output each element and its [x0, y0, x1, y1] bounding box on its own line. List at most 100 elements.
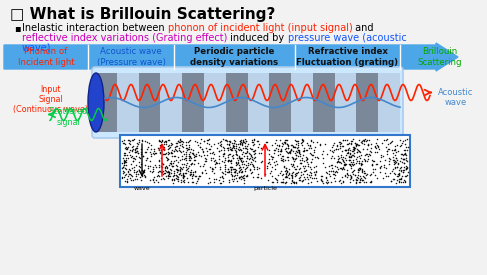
Point [218, 174, 226, 179]
Point [150, 147, 158, 151]
Point [132, 169, 140, 174]
Point [387, 178, 395, 183]
Point [356, 166, 363, 170]
Point [150, 179, 158, 184]
Point [350, 148, 358, 152]
Point [310, 148, 318, 152]
Point [391, 166, 399, 170]
Point [233, 152, 241, 156]
Point [128, 162, 135, 167]
Point [120, 161, 128, 165]
Point [353, 144, 360, 148]
Point [206, 176, 213, 180]
Point [185, 139, 192, 144]
Point [382, 174, 390, 178]
Point [288, 172, 296, 177]
Point [125, 172, 133, 176]
Point [235, 156, 243, 160]
Point [277, 151, 284, 156]
Point [222, 158, 229, 162]
Point [238, 142, 245, 147]
Point [355, 169, 362, 174]
Point [194, 176, 202, 180]
Point [285, 150, 293, 154]
Point [292, 173, 300, 178]
Point [241, 144, 249, 148]
Point [226, 139, 234, 144]
Point [135, 140, 143, 144]
Point [215, 177, 223, 182]
Point [250, 164, 258, 169]
Point [281, 180, 289, 184]
Point [253, 139, 261, 143]
Point [339, 166, 347, 170]
Point [329, 150, 337, 154]
Text: Inelastic interaction between: Inelastic interaction between [22, 23, 168, 33]
Point [337, 161, 344, 165]
Point [183, 161, 191, 165]
Point [389, 148, 396, 153]
Point [244, 161, 252, 166]
Point [140, 172, 148, 177]
Point [250, 142, 258, 146]
Point [347, 175, 355, 179]
Point [123, 180, 131, 184]
Point [177, 138, 185, 143]
Point [119, 141, 127, 145]
Point [201, 156, 208, 160]
Point [136, 170, 144, 174]
Point [251, 148, 259, 152]
Point [368, 162, 376, 167]
Point [221, 164, 228, 169]
Point [236, 175, 244, 179]
Point [287, 147, 295, 151]
Point [219, 175, 226, 179]
Point [303, 160, 311, 164]
Point [339, 164, 347, 169]
Point [209, 150, 217, 155]
Point [254, 175, 262, 179]
Point [242, 146, 249, 150]
Point [383, 137, 391, 141]
Point [382, 138, 390, 142]
Point [357, 140, 365, 145]
Point [227, 165, 235, 169]
Point [303, 175, 311, 180]
Point [159, 165, 167, 169]
Point [297, 165, 304, 170]
Point [396, 177, 404, 181]
Point [357, 163, 365, 167]
Point [402, 158, 410, 162]
Point [338, 157, 346, 161]
Point [238, 152, 245, 156]
Point [283, 142, 291, 146]
Point [157, 143, 165, 147]
Point [367, 153, 375, 158]
Point [243, 174, 251, 179]
Point [374, 175, 381, 180]
Text: Refractive index
Fluctuation (grating): Refractive index Fluctuation (grating) [297, 47, 398, 67]
Point [160, 175, 168, 180]
Point [402, 152, 410, 157]
Point [339, 137, 347, 142]
Point [249, 143, 257, 148]
Point [173, 177, 181, 182]
Point [287, 147, 295, 152]
Point [333, 170, 340, 175]
Point [295, 147, 303, 152]
Point [241, 175, 248, 180]
Point [295, 148, 303, 153]
Point [122, 172, 130, 177]
Point [235, 162, 243, 167]
Point [167, 161, 174, 166]
Point [263, 163, 271, 168]
Text: ▪: ▪ [14, 23, 20, 33]
Point [358, 178, 366, 182]
Point [120, 170, 128, 174]
Point [227, 148, 235, 152]
Point [354, 150, 361, 154]
Point [164, 173, 172, 178]
Point [154, 170, 162, 174]
Point [358, 159, 366, 164]
Point [386, 156, 393, 160]
